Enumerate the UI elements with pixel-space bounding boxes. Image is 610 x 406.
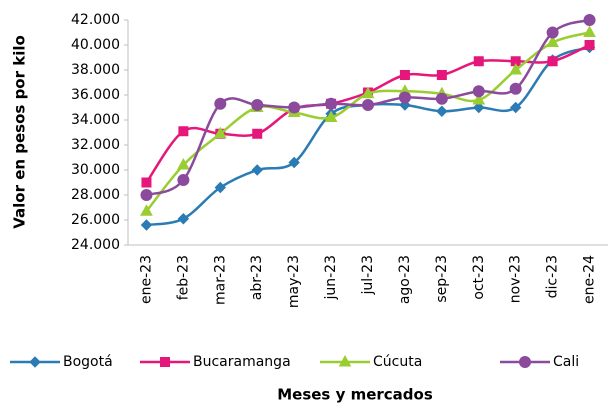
y-tick-label: 36.000 <box>71 87 120 103</box>
marker <box>473 56 484 67</box>
marker <box>584 40 595 50</box>
y-tick-label: 24.000 <box>71 237 120 253</box>
legend-label: Bucaramanga <box>193 354 291 370</box>
series-line <box>146 46 590 227</box>
marker <box>252 128 263 139</box>
y-tick-label: 34.000 <box>71 112 120 128</box>
marker <box>473 101 485 114</box>
marker <box>288 101 301 114</box>
marker <box>472 85 485 98</box>
marker <box>583 25 596 37</box>
legend-marker <box>519 356 531 368</box>
x-tick-label: jun-23 <box>323 255 339 301</box>
marker <box>435 92 448 105</box>
marker <box>140 219 153 231</box>
x-tick-label: ene-23 <box>138 255 154 304</box>
marker <box>325 97 338 110</box>
marker <box>324 110 338 122</box>
marker <box>436 70 447 80</box>
y-tick-label: 42.000 <box>71 12 120 28</box>
marker <box>472 92 486 105</box>
x-tick-label: abr-23 <box>249 255 265 300</box>
x-tick-label: ago-23 <box>397 255 413 304</box>
legend-label: Cúcuta <box>373 354 422 370</box>
x-tick-label: jul-23 <box>360 255 376 296</box>
marker <box>214 181 227 194</box>
marker <box>140 189 153 201</box>
x-tick-label: feb-23 <box>175 255 191 300</box>
legend-label: Bogotá <box>63 354 113 370</box>
marker <box>214 97 227 110</box>
legend-marker <box>338 354 352 367</box>
x-tick-label: may-23 <box>286 255 302 308</box>
x-tick-label: nov-23 <box>508 255 524 303</box>
marker <box>177 213 190 225</box>
legend-marker <box>160 357 170 367</box>
x-axis-title: Meses y mercados <box>277 386 433 404</box>
x-tick-label: oct-23 <box>471 255 487 300</box>
y-tick-label: 26.000 <box>71 212 120 228</box>
legend-label: Cali <box>553 354 579 370</box>
marker <box>399 70 410 80</box>
y-tick-label: 28.000 <box>71 187 120 203</box>
marker <box>546 35 559 47</box>
marker <box>509 62 523 75</box>
marker <box>547 56 558 67</box>
marker <box>546 26 559 39</box>
x-tick-label: dic-23 <box>545 255 561 298</box>
marker <box>583 14 596 26</box>
marker <box>213 126 227 139</box>
marker <box>509 82 522 95</box>
marker <box>398 91 411 104</box>
marker <box>251 99 264 111</box>
series-line <box>145 31 590 213</box>
y-tick-label: 30.000 <box>71 162 120 178</box>
y-tick-label: 38.000 <box>71 62 120 78</box>
marker <box>288 156 300 169</box>
y-tick-label: 40.000 <box>71 37 120 53</box>
x-tick-label: sep-23 <box>434 255 450 303</box>
marker <box>140 204 153 216</box>
marker <box>141 177 152 188</box>
marker <box>177 174 190 186</box>
y-tick-label: 32.000 <box>71 137 120 153</box>
marker <box>178 126 189 137</box>
marker <box>509 101 522 114</box>
marker <box>436 105 448 117</box>
marker <box>361 86 375 99</box>
x-tick-label: ene-24 <box>582 255 598 304</box>
x-tick-label: mar-23 <box>212 255 228 305</box>
marker <box>177 157 190 170</box>
marker <box>251 164 263 176</box>
legend-marker <box>29 356 41 368</box>
y-axis-title: Valor en pesos por kilo <box>11 35 29 229</box>
marker <box>362 99 374 111</box>
